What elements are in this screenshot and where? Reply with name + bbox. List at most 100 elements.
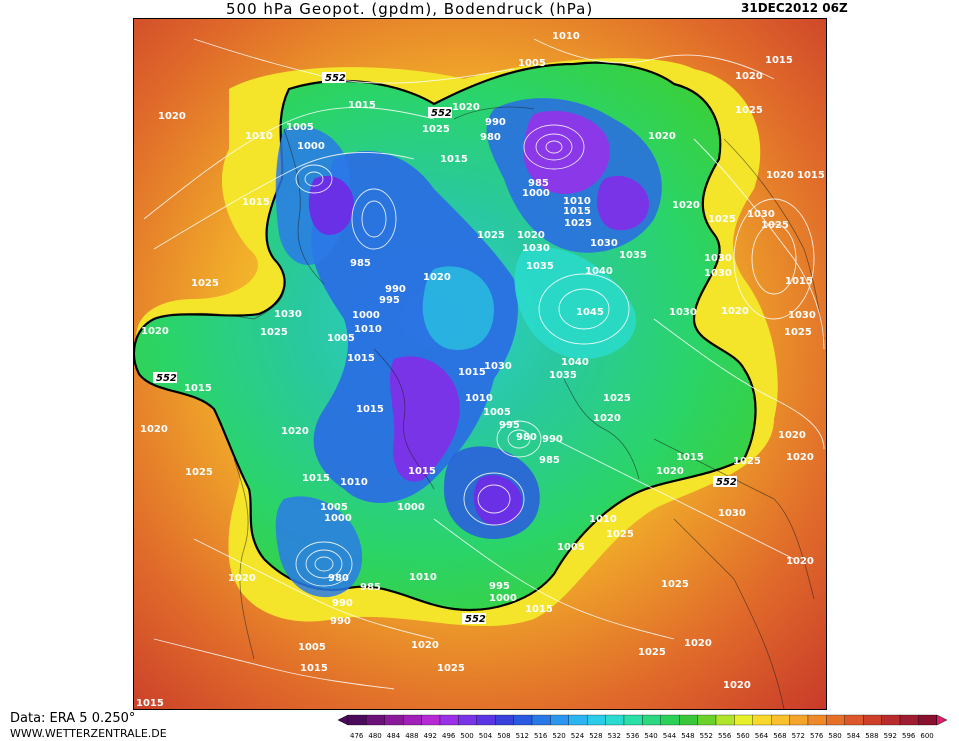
pressure-label: 1015 <box>347 353 375 364</box>
valid-time: 31DEC2012 06Z <box>741 1 848 15</box>
pressure-label: 1005 <box>298 642 326 653</box>
cyan-ridge <box>514 247 636 359</box>
pressure-label: 1015 <box>184 383 212 394</box>
pressure-label: 1020 <box>723 680 751 691</box>
colorbar-swatch <box>347 714 367 726</box>
colorbar-swatch <box>844 714 864 726</box>
pressure-label: 1030 <box>704 253 732 264</box>
pressure-label: 1020 <box>735 71 763 82</box>
pressure-label: 1020 <box>158 111 186 122</box>
pressure-label: 1005 <box>286 122 314 133</box>
pressure-label: 1020 <box>452 102 480 113</box>
colorbar-swatch <box>439 714 459 726</box>
pressure-label: 1015 <box>300 663 328 674</box>
pressure-label: 1020 <box>281 426 309 437</box>
colorbar-swatch <box>513 714 533 726</box>
website-link[interactable]: WWW.WETTERZENTRALE.DE <box>10 727 167 740</box>
colorbar-tick-label: 564 <box>755 732 769 740</box>
colorbar-swatch <box>734 714 753 726</box>
pressure-label: 1010 <box>465 393 493 404</box>
pressure-label: 1040 <box>561 357 589 368</box>
colorbar-swatch <box>366 714 385 726</box>
pressure-label: 1015 <box>458 367 486 378</box>
colorbar-arrow-right <box>936 714 948 726</box>
pressure-label: 1025 <box>638 647 666 658</box>
colorbar-swatch <box>715 714 735 726</box>
pressure-label: 980 <box>516 432 537 443</box>
colorbar-tick-label: 580 <box>828 732 841 740</box>
colorbar-swatch <box>458 714 477 726</box>
pressure-label: 1020 <box>778 430 806 441</box>
contour-label-552: 552 <box>156 373 177 384</box>
pressure-label: 1025 <box>477 230 505 241</box>
cold-core-violet-west <box>308 175 354 235</box>
pressure-label: 1020 <box>228 573 256 584</box>
coastlines <box>153 106 825 709</box>
colorbar-tick-label: 480 <box>368 732 381 740</box>
pressure-label: 1025 <box>606 529 634 540</box>
colorbar-swatch <box>605 714 625 726</box>
pressure-label: 985 <box>539 455 560 466</box>
pressure-label: 1020 <box>141 326 169 337</box>
pressure-label: 1000 <box>324 513 352 524</box>
colorbar-swatch <box>807 714 827 726</box>
pressure-label: 990 <box>542 434 563 445</box>
pressure-label: 1020 <box>656 466 684 477</box>
pressure-label: 1025 <box>735 105 763 116</box>
colorbar-arrow-left <box>337 714 349 726</box>
colorbar-tick-label: 476 <box>350 732 364 740</box>
pressure-label: 1020 <box>721 306 749 317</box>
height-contour-labels: 552 552 552 552 552 <box>153 72 737 625</box>
cold-core-purple-north <box>523 110 610 194</box>
pressure-label: 1045 <box>576 307 604 318</box>
colorbar-swatch <box>476 714 496 726</box>
colorbar-swatch <box>642 714 661 726</box>
colorbar-swatch <box>587 714 606 726</box>
colorbar-tick-label: 576 <box>810 732 824 740</box>
pressure-label: 1015 <box>136 698 164 709</box>
pressure-label: 1020 <box>423 272 451 283</box>
colorbar-swatch <box>531 714 551 726</box>
colorbar-tick-label: 568 <box>773 732 786 740</box>
pressure-label: 1015 <box>408 466 436 477</box>
pressure-label: 1025 <box>191 278 219 289</box>
pressure-label: 1030 <box>274 309 302 320</box>
map-panel: 1010 1015 1020 1005 1025 1015 1025 1020 1010 1005… <box>133 18 827 710</box>
pressure-label: 1015 <box>563 206 591 217</box>
pressure-label: 1000 <box>397 502 425 513</box>
colorbar-swatch <box>660 714 680 726</box>
pressure-label: 1025 <box>761 220 789 231</box>
cold-core-violet-central <box>473 475 523 526</box>
pressure-label: 1025 <box>564 218 592 229</box>
pressure-label: 1010 <box>563 196 591 207</box>
colorbar-tick-label: 532 <box>608 732 621 740</box>
pressure-label: 995 <box>379 295 400 306</box>
colorbar-tick-label: 560 <box>736 732 749 740</box>
pressure-label: 1030 <box>484 361 512 372</box>
pressure-label: 1020 <box>593 413 621 424</box>
colorbar-tick-label: 600 <box>920 732 933 740</box>
pressure-label: 1015 <box>797 170 825 181</box>
colorbar-swatch <box>789 714 809 726</box>
cold-core-blue <box>311 150 518 503</box>
colorbar-tick-label: 588 <box>865 732 878 740</box>
pressure-label: 1025 <box>784 327 812 338</box>
pressure-label: 1030 <box>718 508 746 519</box>
colorbar-swatch <box>568 714 588 726</box>
pressure-label: 1015 <box>525 604 553 615</box>
pressure-label: 985 <box>528 178 549 189</box>
contour-label-bg <box>428 107 452 118</box>
pressure-label: 1000 <box>297 141 325 152</box>
pressure-label: 1015 <box>440 154 468 165</box>
colorbar-swatch <box>421 714 441 726</box>
pressure-label: 1000 <box>489 593 517 604</box>
pressure-label: 1020 <box>648 131 676 142</box>
colorbar-swatch <box>881 714 901 726</box>
pressure-label: 1010 <box>354 324 382 335</box>
pressure-label: 1030 <box>704 268 732 279</box>
pressure-label: 1010 <box>589 514 617 525</box>
pressure-label: 990 <box>330 616 351 627</box>
pressure-label: 1015 <box>302 473 330 484</box>
colorbar-tick-label: 516 <box>534 732 548 740</box>
colorbar-tick-label: 528 <box>589 732 602 740</box>
